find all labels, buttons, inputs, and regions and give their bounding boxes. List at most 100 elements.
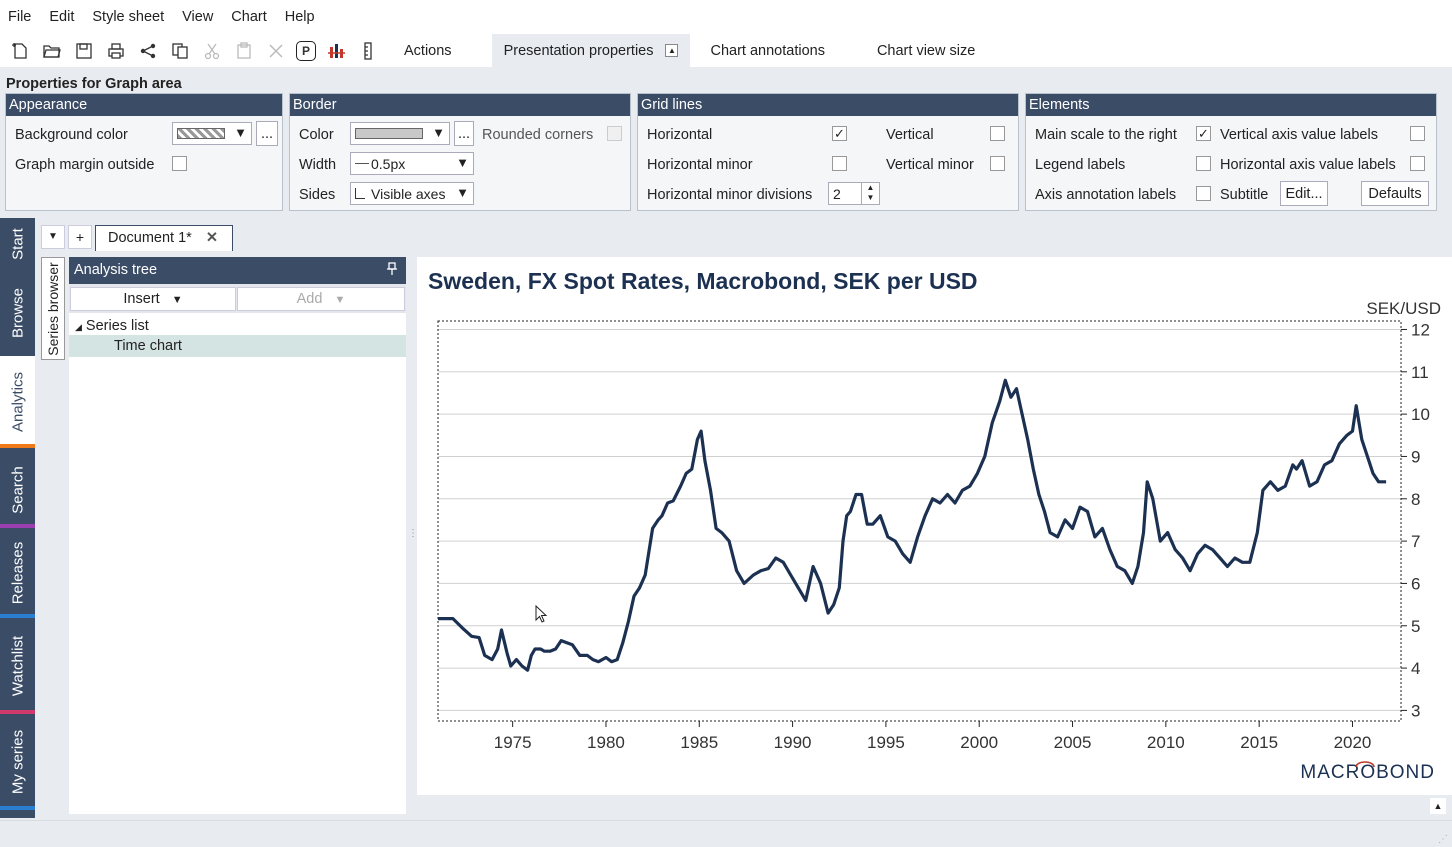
- paste-icon[interactable]: [232, 39, 256, 63]
- cut-icon[interactable]: [200, 39, 224, 63]
- border-group: Border Color ▼ ... Rounded corners Width…: [289, 93, 631, 211]
- color-swatch: [355, 128, 423, 139]
- chart-type-icon[interactable]: [324, 39, 348, 63]
- new-document-icon[interactable]: [8, 39, 32, 63]
- grid-lines-head: Grid lines: [638, 94, 1018, 116]
- menu-chart[interactable]: Chart: [231, 9, 267, 25]
- side-tab-browse[interactable]: Browse: [9, 287, 26, 339]
- horizontal-checkbox[interactable]: ✓: [832, 126, 847, 141]
- menu-file[interactable]: File: [8, 9, 32, 25]
- properties-title: Properties for Graph area: [6, 76, 182, 92]
- side-tab-watchlist[interactable]: Watchlist: [0, 618, 35, 714]
- background-color-dropdown[interactable]: ▼: [172, 122, 252, 145]
- y-tick-label: 9: [1411, 447, 1420, 466]
- add-button[interactable]: Add ▼: [237, 287, 405, 311]
- x-tick-label: 2010: [1147, 733, 1185, 752]
- horizontal-minor-checkbox[interactable]: [832, 156, 847, 171]
- border-width-dropdown[interactable]: 0.5px ▼: [350, 152, 474, 175]
- y-tick-label: 8: [1411, 490, 1420, 509]
- defaults-button[interactable]: Defaults: [1361, 181, 1429, 206]
- document-tab-label: Document 1*: [108, 230, 192, 246]
- y-tick-label: 6: [1411, 574, 1420, 593]
- legend-labels-checkbox[interactable]: [1196, 156, 1211, 171]
- x-tick-label: 1990: [774, 733, 812, 752]
- document-list-dropdown[interactable]: ▼: [41, 225, 65, 249]
- vertical-axis-labels-label: Vertical axis value labels: [1220, 127, 1378, 143]
- sides-dropdown[interactable]: Visible axes ▼: [350, 182, 474, 205]
- border-width-label: Width: [299, 157, 337, 173]
- menu-style-sheet[interactable]: Style sheet: [92, 9, 165, 25]
- side-navigation: Start Browse Analytics Search Releases W…: [0, 218, 35, 818]
- expand-triangle-icon[interactable]: ◢: [75, 322, 82, 332]
- border-color-dropdown[interactable]: ▼: [350, 122, 450, 145]
- border-color-more-button[interactable]: ...: [454, 121, 474, 146]
- time-chart[interactable]: Sweden, FX Spot Rates, Macrobond, SEK pe…: [417, 257, 1452, 795]
- vertical-label: Vertical: [886, 127, 934, 143]
- appearance-head: Appearance: [6, 94, 282, 116]
- x-tick-label: 2005: [1054, 733, 1092, 752]
- actions-button[interactable]: Actions: [404, 42, 452, 59]
- chart-title: Sweden, FX Spot Rates, Macrobond, SEK pe…: [428, 268, 978, 294]
- line-sample-icon: [355, 163, 369, 164]
- copy-icon[interactable]: [168, 39, 192, 63]
- side-tab-my-series[interactable]: My series: [0, 714, 35, 810]
- side-tab-analytics[interactable]: Analytics: [0, 356, 35, 448]
- share-icon[interactable]: [136, 39, 160, 63]
- analysis-tree-title: Analysis tree: [74, 262, 158, 278]
- presentation-icon[interactable]: P: [296, 40, 316, 61]
- tree-item-time-chart[interactable]: Time chart: [69, 335, 406, 357]
- vertical-checkbox[interactable]: [990, 126, 1005, 141]
- minor-divisions-label: Horizontal minor divisions: [647, 187, 813, 203]
- side-tab-search[interactable]: Search: [0, 452, 35, 528]
- horizontal-minor-label: Horizontal minor: [647, 157, 753, 173]
- macrobond-logo: MACROBOND: [1300, 762, 1435, 783]
- chevron-down-icon: ▼: [234, 125, 247, 140]
- minor-divisions-stepper[interactable]: 2 ▲ ▼: [828, 182, 880, 205]
- axis-annotation-labels-checkbox[interactable]: [1196, 186, 1211, 201]
- y-tick-label: 11: [1411, 363, 1429, 382]
- rounded-corners-checkbox[interactable]: [607, 126, 622, 141]
- pin-icon[interactable]: [387, 257, 397, 284]
- menu-help[interactable]: Help: [284, 9, 315, 25]
- menu-edit[interactable]: Edit: [49, 9, 75, 25]
- chart-view-size-tab[interactable]: Chart view size: [876, 42, 976, 59]
- graph-area-border[interactable]: [437, 320, 1402, 722]
- scroll-up-icon[interactable]: ▲: [1430, 798, 1446, 814]
- stepper-arrows-icon[interactable]: ▲ ▼: [861, 183, 879, 204]
- vertical-axis-labels-checkbox[interactable]: [1410, 126, 1425, 141]
- open-folder-icon[interactable]: [40, 39, 64, 63]
- x-tick-label: 2020: [1334, 733, 1372, 752]
- resize-grip-icon[interactable]: ⋰: [1438, 834, 1448, 845]
- legend-labels-label: Legend labels: [1035, 157, 1126, 173]
- edit-button[interactable]: Edit...: [1280, 181, 1328, 206]
- menu-view[interactable]: View: [182, 9, 214, 25]
- sides-value: Visible axes: [371, 185, 446, 202]
- elements-group: Elements Main scale to the right ✓ Verti…: [1025, 93, 1437, 211]
- side-tab-start[interactable]: Start: [0, 218, 35, 270]
- ruler-icon[interactable]: [356, 39, 380, 63]
- graph-margin-outside-checkbox[interactable]: [172, 156, 187, 171]
- series-browser-tab[interactable]: Series browser: [41, 257, 65, 360]
- y-tick-label: 10: [1411, 405, 1430, 424]
- vertical-minor-checkbox[interactable]: [990, 156, 1005, 171]
- analysis-tree-header: Analysis tree: [69, 257, 406, 284]
- delete-icon[interactable]: [264, 39, 288, 63]
- properties-panel: Properties for Graph area Appearance Bac…: [0, 67, 1452, 217]
- collapse-icon[interactable]: ▲: [665, 44, 679, 57]
- save-icon[interactable]: [72, 39, 96, 63]
- panel-splitter[interactable]: ⋮: [408, 528, 418, 539]
- chart-annotations-tab[interactable]: Chart annotations: [710, 42, 825, 59]
- presentation-properties-tab[interactable]: Presentation properties ▲: [491, 34, 691, 67]
- sek-usd-series-line[interactable]: [438, 378, 1387, 672]
- side-tab-releases[interactable]: Releases: [0, 528, 35, 618]
- new-document-tab-button[interactable]: +: [68, 225, 92, 249]
- background-color-more-button[interactable]: ...: [256, 121, 278, 146]
- border-color-label: Color: [299, 127, 334, 143]
- tree-item-series-list[interactable]: ◢ Series list: [75, 318, 149, 334]
- horizontal-axis-labels-checkbox[interactable]: [1410, 156, 1425, 171]
- tab-document-1[interactable]: Document 1* ✕: [95, 225, 233, 251]
- main-scale-right-checkbox[interactable]: ✓: [1196, 126, 1211, 141]
- close-icon[interactable]: ✕: [205, 230, 218, 246]
- insert-button[interactable]: Insert ▼: [70, 287, 236, 311]
- print-icon[interactable]: [104, 39, 128, 63]
